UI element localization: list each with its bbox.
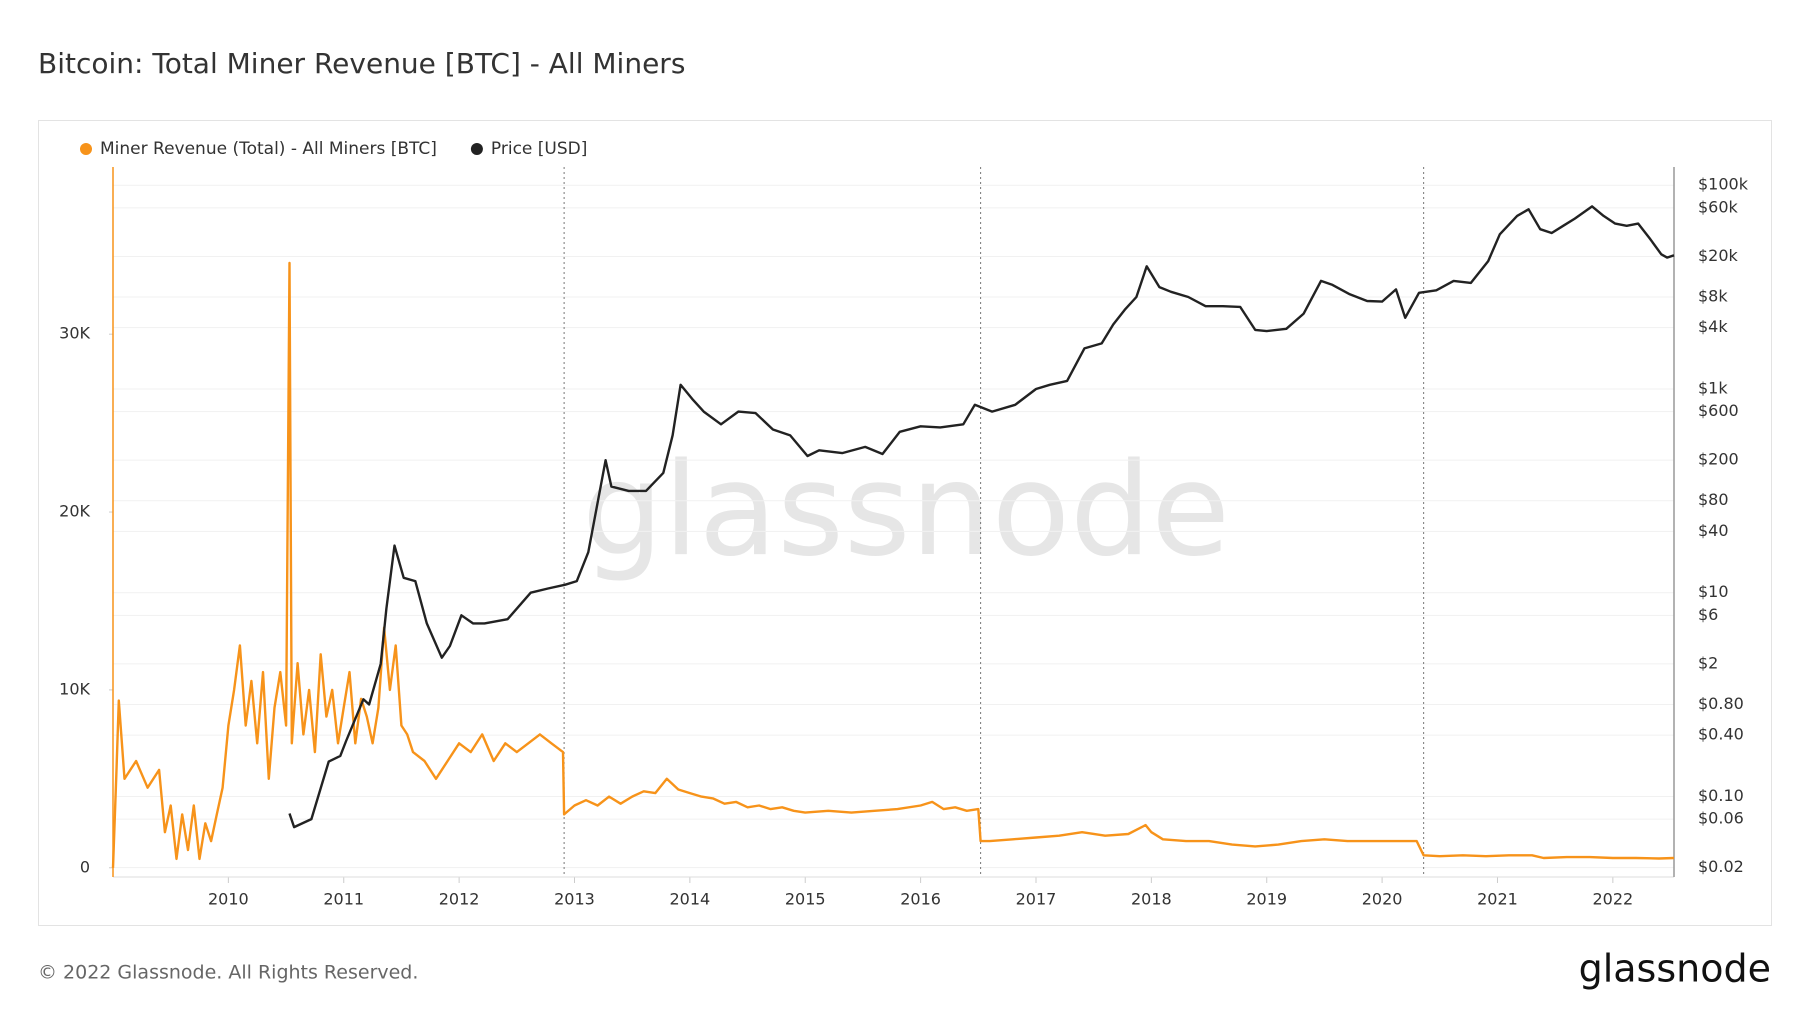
logo: glassnode bbox=[1579, 947, 1771, 991]
legend-marker bbox=[470, 143, 483, 155]
y2-tick-label: $0.10 bbox=[1698, 786, 1744, 805]
y2-tick-label: $0.02 bbox=[1698, 857, 1744, 876]
y2-tick-label: $2 bbox=[1698, 653, 1718, 672]
y-tick-label: 10K bbox=[59, 679, 90, 698]
x-tick-label: 2019 bbox=[1246, 890, 1287, 909]
series-line bbox=[111, 261, 1675, 868]
y2-tick-label: $60k bbox=[1698, 197, 1739, 216]
y2-tick-label: $0.40 bbox=[1698, 725, 1744, 744]
x-tick-label: 2012 bbox=[439, 890, 480, 909]
y2-tick-label: $80 bbox=[1698, 490, 1729, 509]
y2-tick-label: $20k bbox=[1698, 246, 1739, 265]
x-tick-label: 2022 bbox=[1592, 890, 1633, 909]
y2-tick-label: $8k bbox=[1698, 286, 1728, 305]
x-tick-label: 2013 bbox=[554, 890, 595, 909]
x-tick-label: 2021 bbox=[1477, 890, 1518, 909]
x-tick-label: 2010 bbox=[208, 890, 249, 909]
x-tick-label: 2020 bbox=[1362, 890, 1403, 909]
chart-title: Bitcoin: Total Miner Revenue [BTC] - All… bbox=[38, 47, 685, 80]
y-tick-label: 0 bbox=[80, 857, 90, 876]
legend-label: Miner Revenue (Total) - All Miners [BTC] bbox=[100, 139, 437, 159]
x-tick-label: 2017 bbox=[1016, 890, 1057, 909]
legend-item[interactable]: Miner Revenue (Total) - All Miners [BTC] bbox=[80, 139, 437, 159]
y-tick-label: 30K bbox=[59, 324, 90, 343]
x-tick-label: 2014 bbox=[670, 890, 711, 909]
legend-label: Price [USD] bbox=[491, 139, 587, 159]
y2-tick-label: $0.80 bbox=[1698, 694, 1744, 713]
y2-tick-label: $200 bbox=[1698, 450, 1739, 469]
x-tick-label: 2011 bbox=[323, 890, 364, 909]
footer: © 2022 Glassnode. All Rights Reserved. bbox=[38, 962, 418, 984]
x-tick-label: 2016 bbox=[900, 890, 941, 909]
y-tick-label: 20K bbox=[59, 502, 90, 521]
y2-tick-label: $4k bbox=[1698, 317, 1728, 336]
x-tick-label: 2015 bbox=[785, 890, 826, 909]
y2-tick-label: $600 bbox=[1698, 401, 1739, 420]
y2-tick-label: $6 bbox=[1698, 605, 1718, 624]
y2-tick-label: $1k bbox=[1698, 378, 1728, 397]
legend-item[interactable]: Price [USD] bbox=[470, 139, 587, 159]
y2-tick-label: $100k bbox=[1698, 175, 1749, 194]
legend-marker bbox=[80, 143, 92, 155]
watermark: glassnode bbox=[582, 436, 1230, 585]
y2-tick-label: $0.06 bbox=[1698, 809, 1744, 828]
series-line bbox=[288, 205, 1675, 829]
chart-frame bbox=[38, 120, 1772, 926]
y2-tick-label: $40 bbox=[1698, 521, 1729, 540]
x-tick-label: 2018 bbox=[1131, 890, 1172, 909]
y2-tick-label: $10 bbox=[1698, 582, 1729, 601]
